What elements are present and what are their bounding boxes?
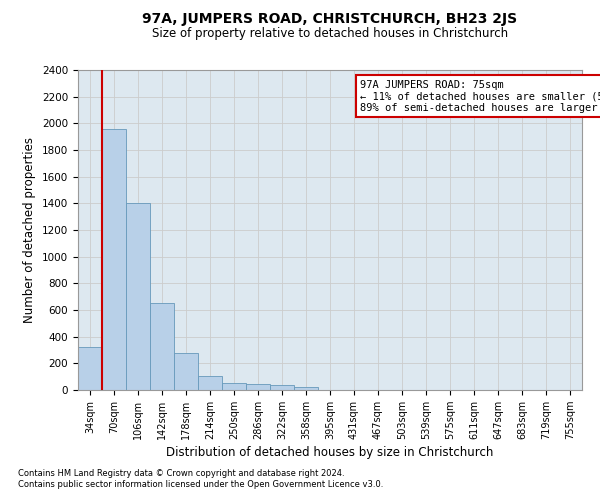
Bar [294, 387, 318, 390]
Text: Size of property relative to detached houses in Christchurch: Size of property relative to detached ho… [152, 28, 508, 40]
Bar [270, 386, 294, 390]
Bar [222, 384, 246, 390]
Bar [150, 304, 174, 390]
Text: 97A JUMPERS ROAD: 75sqm
← 11% of detached houses are smaller (506)
89% of semi-d: 97A JUMPERS ROAD: 75sqm ← 11% of detache… [360, 80, 600, 113]
Bar [198, 376, 222, 390]
Bar [102, 128, 126, 390]
Text: Contains HM Land Registry data © Crown copyright and database right 2024.: Contains HM Land Registry data © Crown c… [18, 468, 344, 477]
Bar [246, 384, 270, 390]
Bar [174, 352, 198, 390]
Bar [126, 204, 150, 390]
Text: Contains public sector information licensed under the Open Government Licence v3: Contains public sector information licen… [18, 480, 383, 489]
Bar [78, 346, 102, 390]
Text: 97A, JUMPERS ROAD, CHRISTCHURCH, BH23 2JS: 97A, JUMPERS ROAD, CHRISTCHURCH, BH23 2J… [142, 12, 518, 26]
Y-axis label: Number of detached properties: Number of detached properties [23, 137, 37, 323]
X-axis label: Distribution of detached houses by size in Christchurch: Distribution of detached houses by size … [166, 446, 494, 459]
